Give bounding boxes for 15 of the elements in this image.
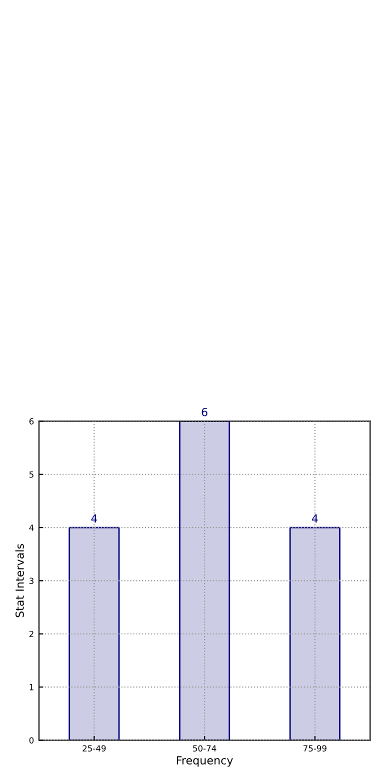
y-tick-label: 1 — [30, 684, 34, 690]
y-tick-label: 4 — [29, 524, 34, 531]
data-label: 4 — [91, 514, 98, 522]
data-label: 6 — [202, 408, 208, 416]
x-tick-label: 75-99 — [304, 745, 326, 752]
x-tick-label: 25-49 — [82, 745, 106, 752]
y-tick-label: 6 — [29, 418, 34, 424]
x-axis-title: Frequency — [176, 756, 233, 767]
y-tick-label: 3 — [29, 578, 34, 584]
y-tick-label: 0 — [29, 737, 34, 744]
y-tick-label: 2 — [29, 630, 34, 638]
y-axis-title: Stat Intervals — [15, 544, 24, 618]
x-tick-label: 50-74 — [193, 745, 216, 752]
data-label: 4 — [312, 514, 318, 522]
y-tick-label: 5 — [29, 471, 34, 478]
